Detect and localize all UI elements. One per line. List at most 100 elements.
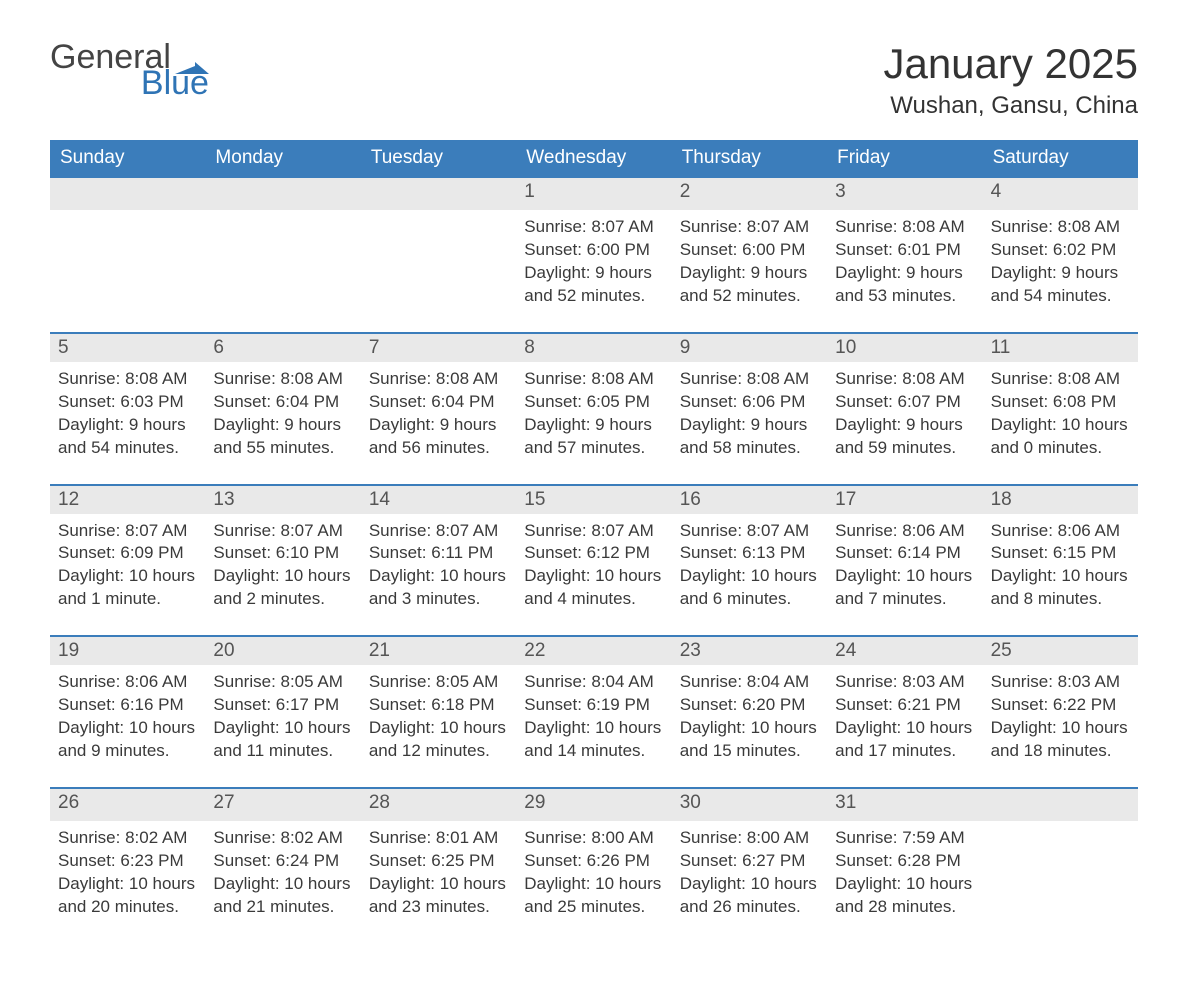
sunset-text: Sunset: 6:14 PM	[835, 542, 974, 565]
day-cell: Sunrise: 8:08 AMSunset: 6:04 PMDaylight:…	[205, 362, 360, 484]
sunrise-text: Sunrise: 8:07 AM	[680, 520, 819, 543]
sunrise-text: Sunrise: 8:08 AM	[991, 368, 1130, 391]
daylight-text: Daylight: 10 hours and 6 minutes.	[680, 565, 819, 611]
sunrise-text: Sunrise: 8:05 AM	[369, 671, 508, 694]
daylight-text: Daylight: 9 hours and 58 minutes.	[680, 414, 819, 460]
sunset-text: Sunset: 6:00 PM	[680, 239, 819, 262]
blank-cell-body	[361, 210, 516, 332]
daylight-text: Daylight: 10 hours and 9 minutes.	[58, 717, 197, 763]
day-number: 15	[516, 484, 671, 514]
day-number: 9	[672, 332, 827, 362]
daylight-text: Daylight: 10 hours and 26 minutes.	[680, 873, 819, 919]
sunset-text: Sunset: 6:04 PM	[369, 391, 508, 414]
day-cell: Sunrise: 8:06 AMSunset: 6:14 PMDaylight:…	[827, 514, 982, 636]
day-number: 18	[983, 484, 1138, 514]
day-number: 11	[983, 332, 1138, 362]
sunset-text: Sunset: 6:19 PM	[524, 694, 663, 717]
daylight-text: Daylight: 10 hours and 1 minute.	[58, 565, 197, 611]
sunset-text: Sunset: 6:09 PM	[58, 542, 197, 565]
sunrise-text: Sunrise: 8:08 AM	[213, 368, 352, 391]
sunset-text: Sunset: 6:22 PM	[991, 694, 1130, 717]
day-cell: Sunrise: 8:07 AMSunset: 6:00 PMDaylight:…	[672, 210, 827, 332]
sunrise-text: Sunrise: 8:07 AM	[58, 520, 197, 543]
daylight-text: Daylight: 9 hours and 55 minutes.	[213, 414, 352, 460]
day-cell: Sunrise: 8:03 AMSunset: 6:22 PMDaylight:…	[983, 665, 1138, 787]
day-number: 3	[827, 176, 982, 210]
daylight-text: Daylight: 9 hours and 57 minutes.	[524, 414, 663, 460]
daylight-text: Daylight: 9 hours and 53 minutes.	[835, 262, 974, 308]
sunrise-text: Sunrise: 8:07 AM	[213, 520, 352, 543]
sunset-text: Sunset: 6:23 PM	[58, 850, 197, 873]
daylight-text: Daylight: 10 hours and 15 minutes.	[680, 717, 819, 763]
sunrise-text: Sunrise: 8:00 AM	[680, 827, 819, 850]
blank-cell-body	[50, 210, 205, 332]
sunrise-text: Sunrise: 8:08 AM	[58, 368, 197, 391]
day-number: 24	[827, 635, 982, 665]
day-cell: Sunrise: 8:04 AMSunset: 6:20 PMDaylight:…	[672, 665, 827, 787]
daylight-text: Daylight: 10 hours and 7 minutes.	[835, 565, 974, 611]
sunrise-text: Sunrise: 8:08 AM	[835, 368, 974, 391]
daylight-text: Daylight: 9 hours and 54 minutes.	[58, 414, 197, 460]
day-number: 4	[983, 176, 1138, 210]
sunrise-text: Sunrise: 8:07 AM	[369, 520, 508, 543]
day-number: 2	[672, 176, 827, 210]
blank-cell	[205, 176, 360, 210]
sunrise-text: Sunrise: 8:06 AM	[835, 520, 974, 543]
daylight-text: Daylight: 9 hours and 59 minutes.	[835, 414, 974, 460]
daylight-text: Daylight: 10 hours and 25 minutes.	[524, 873, 663, 919]
sunrise-text: Sunrise: 8:04 AM	[524, 671, 663, 694]
day-cell: Sunrise: 8:08 AMSunset: 6:04 PMDaylight:…	[361, 362, 516, 484]
sunset-text: Sunset: 6:04 PM	[213, 391, 352, 414]
day-cell: Sunrise: 8:02 AMSunset: 6:23 PMDaylight:…	[50, 821, 205, 943]
weekday-header: Sunday	[50, 140, 205, 176]
day-cell: Sunrise: 8:07 AMSunset: 6:13 PMDaylight:…	[672, 514, 827, 636]
sunset-text: Sunset: 6:26 PM	[524, 850, 663, 873]
sunset-text: Sunset: 6:01 PM	[835, 239, 974, 262]
sunset-text: Sunset: 6:16 PM	[58, 694, 197, 717]
sunset-text: Sunset: 6:05 PM	[524, 391, 663, 414]
day-cell: Sunrise: 8:07 AMSunset: 6:09 PMDaylight:…	[50, 514, 205, 636]
day-number: 10	[827, 332, 982, 362]
day-cell: Sunrise: 8:08 AMSunset: 6:03 PMDaylight:…	[50, 362, 205, 484]
weekday-header: Wednesday	[516, 140, 671, 176]
day-number: 8	[516, 332, 671, 362]
weekday-header: Monday	[205, 140, 360, 176]
sunset-text: Sunset: 6:07 PM	[835, 391, 974, 414]
day-number: 31	[827, 787, 982, 821]
sunrise-text: Sunrise: 8:03 AM	[991, 671, 1130, 694]
daylight-text: Daylight: 10 hours and 28 minutes.	[835, 873, 974, 919]
page-title: January 2025	[883, 40, 1138, 88]
day-cell: Sunrise: 8:02 AMSunset: 6:24 PMDaylight:…	[205, 821, 360, 943]
daylight-text: Daylight: 10 hours and 14 minutes.	[524, 717, 663, 763]
daylight-text: Daylight: 10 hours and 3 minutes.	[369, 565, 508, 611]
weekday-header: Friday	[827, 140, 982, 176]
sunrise-text: Sunrise: 8:08 AM	[835, 216, 974, 239]
sunset-text: Sunset: 6:08 PM	[991, 391, 1130, 414]
day-number: 29	[516, 787, 671, 821]
sunset-text: Sunset: 6:00 PM	[524, 239, 663, 262]
sunrise-text: Sunrise: 8:07 AM	[680, 216, 819, 239]
sunset-text: Sunset: 6:21 PM	[835, 694, 974, 717]
logo: General Blue	[50, 40, 209, 100]
page-location: Wushan, Gansu, China	[883, 92, 1138, 120]
day-cell: Sunrise: 8:07 AMSunset: 6:11 PMDaylight:…	[361, 514, 516, 636]
sunset-text: Sunset: 6:15 PM	[991, 542, 1130, 565]
day-number: 20	[205, 635, 360, 665]
sunrise-text: Sunrise: 8:08 AM	[524, 368, 663, 391]
logo-word2: Blue	[141, 66, 209, 100]
blank-cell	[983, 787, 1138, 821]
day-number: 5	[50, 332, 205, 362]
daylight-text: Daylight: 10 hours and 20 minutes.	[58, 873, 197, 919]
day-cell: Sunrise: 8:05 AMSunset: 6:17 PMDaylight:…	[205, 665, 360, 787]
weekday-header: Saturday	[983, 140, 1138, 176]
day-cell: Sunrise: 8:00 AMSunset: 6:27 PMDaylight:…	[672, 821, 827, 943]
sunrise-text: Sunrise: 8:08 AM	[369, 368, 508, 391]
day-number: 30	[672, 787, 827, 821]
day-number: 21	[361, 635, 516, 665]
daylight-text: Daylight: 10 hours and 8 minutes.	[991, 565, 1130, 611]
top-bar: General Blue January 2025 Wushan, Gansu,…	[50, 40, 1138, 134]
day-number: 25	[983, 635, 1138, 665]
sunrise-text: Sunrise: 8:01 AM	[369, 827, 508, 850]
sunrise-text: Sunrise: 8:07 AM	[524, 520, 663, 543]
sunrise-text: Sunrise: 8:05 AM	[213, 671, 352, 694]
